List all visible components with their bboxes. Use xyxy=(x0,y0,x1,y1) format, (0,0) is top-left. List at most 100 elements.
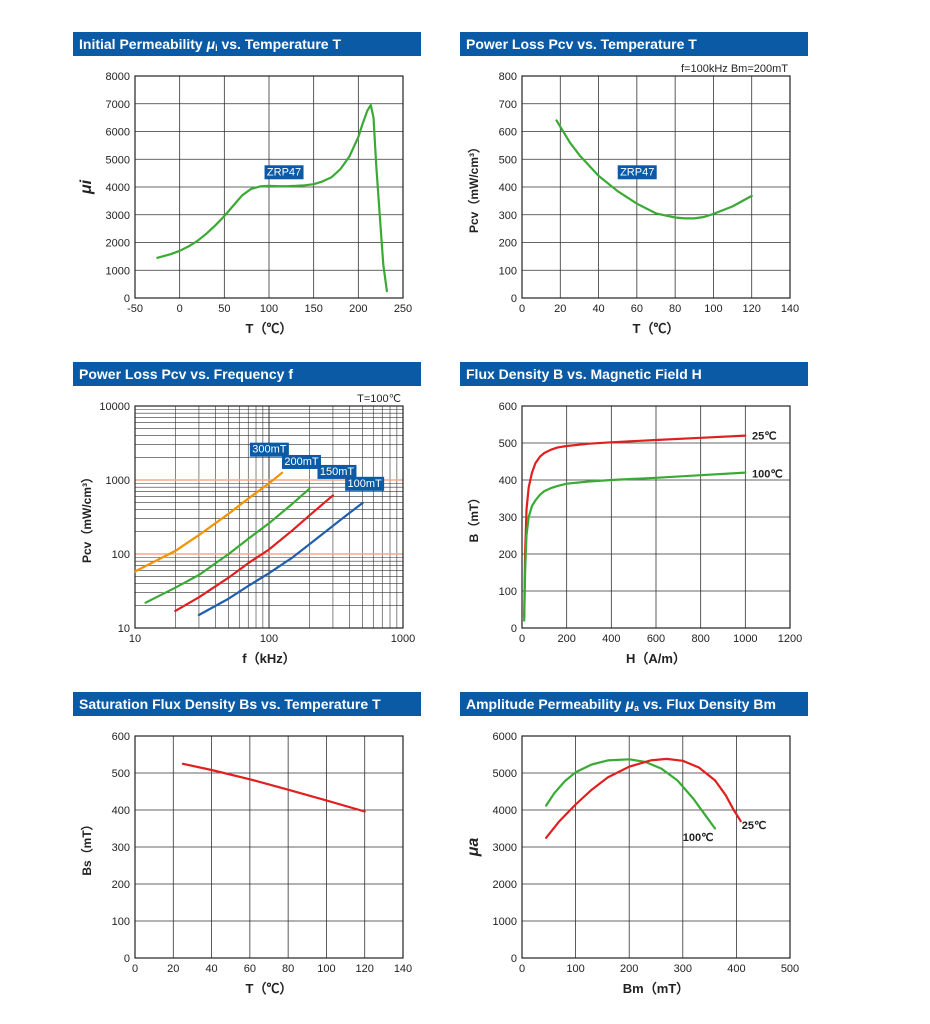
x-tick-label: 1000 xyxy=(733,633,757,645)
chart-svg: 0 20 40 60 80 100 120 140 0 100 200 300 400 500 600 T（℃… xyxy=(79,731,412,996)
title-part: Pcv xyxy=(548,36,574,52)
title-part: f xyxy=(288,366,293,382)
x-tick-label: 0 xyxy=(519,633,525,645)
annotation-box xyxy=(264,165,304,180)
series-line xyxy=(144,487,311,604)
annotation-label: 100℃ xyxy=(752,468,783,480)
x-tick-label: 400 xyxy=(727,963,745,975)
x-tick-label: 1200 xyxy=(778,633,802,645)
y-tick-label: 600 xyxy=(112,731,130,743)
title-part: μ xyxy=(625,696,634,712)
title-part: a xyxy=(633,703,639,713)
plot-frame xyxy=(521,735,791,959)
x-tick-label: 200 xyxy=(557,633,575,645)
title-part: Bs xyxy=(239,696,258,712)
y-tick-label: 100 xyxy=(499,265,517,277)
chart-panel-power-loss-frequency: Power Loss Pcv vs. Frequency f 10 100 1000… xyxy=(73,362,421,672)
x-tick-label: 100 xyxy=(317,963,335,975)
y-tick-label: 2000 xyxy=(106,238,130,250)
title-part: Flux Density xyxy=(466,366,554,382)
y-tick-label: 3000 xyxy=(493,842,517,854)
y-tick-label: 0 xyxy=(511,953,517,965)
y-tick-label: 7000 xyxy=(106,99,130,111)
series-line xyxy=(523,471,747,622)
y-tick-label: 0 xyxy=(124,953,130,965)
y-tick-label: 500 xyxy=(499,438,517,450)
y-axis-label: Pcv（mW/cm³） xyxy=(79,471,94,563)
x-tick-label: 40 xyxy=(205,963,217,975)
annotation-label: 25℃ xyxy=(752,431,777,443)
y-tick-label: 400 xyxy=(112,805,130,817)
series-line xyxy=(133,471,284,573)
chart-subtitle: f=100kHz Bm=200mT xyxy=(681,63,788,75)
x-axis-label: T（℃） xyxy=(246,981,293,996)
x-tick-label: 0 xyxy=(519,963,525,975)
y-tick-label: 600 xyxy=(499,127,517,139)
title-part: H xyxy=(691,366,702,382)
chart-title: Initial Permeability μi vs. Temperature … xyxy=(73,32,421,56)
y-tick-label: 4000 xyxy=(493,805,517,817)
grid xyxy=(134,405,404,629)
y-axis-label: Bs（mT） xyxy=(79,818,94,875)
annotation-label: 25℃ xyxy=(742,820,767,832)
title-part: T xyxy=(688,36,697,52)
series-line xyxy=(544,758,717,830)
x-tick-label: 500 xyxy=(781,963,799,975)
chart-panel-saturation-flux: Saturation Flux Density Bs vs. Temperatu… xyxy=(73,692,421,1002)
tick-labels: 0 20 40 60 80 100 120 140 0 100 200 300 400 500 600 700… xyxy=(499,71,800,315)
x-tick-label: 150 xyxy=(304,303,322,315)
series-line xyxy=(181,762,366,813)
x-tick-label: 0 xyxy=(132,963,138,975)
x-axis-label: f（kHz） xyxy=(242,651,295,666)
x-tick-label: 50 xyxy=(218,303,230,315)
tick-labels: 0 200 400 600 800 1000 1200 0 100 200 300 400 500 600 xyxy=(499,401,803,645)
plot-frame xyxy=(521,75,791,299)
annotation-box xyxy=(281,454,321,469)
annotation-label: ZRP47 xyxy=(620,166,654,178)
x-tick-label: 80 xyxy=(282,963,294,975)
title-part: Power Loss xyxy=(79,366,162,382)
x-tick-label: 60 xyxy=(631,303,643,315)
chart-panel-amplitude-permeability: Amplitude Permeability μa vs. Flux Densi… xyxy=(460,692,808,1002)
y-tick-label: 1000 xyxy=(106,265,130,277)
y-tick-label: 200 xyxy=(499,549,517,561)
title-part: B xyxy=(553,366,564,382)
chart-title: Power Loss Pcv vs. Temperature T xyxy=(460,32,808,56)
x-tick-label: 20 xyxy=(554,303,566,315)
x-tick-label: 200 xyxy=(620,963,638,975)
tick-labels: -50 0 50 100 150 200 2500100020003000400050006… xyxy=(106,71,413,315)
x-tick-label: 60 xyxy=(244,963,256,975)
y-tick-label: 100 xyxy=(499,586,517,598)
chart-title: Flux Density B vs. Magnetic Field H xyxy=(460,362,808,386)
x-tick-label: 140 xyxy=(781,303,799,315)
x-tick-label: 600 xyxy=(647,633,665,645)
title-part: vs. Temperature xyxy=(573,36,689,52)
x-tick-label: 100 xyxy=(566,963,584,975)
grid xyxy=(134,735,404,959)
grid xyxy=(521,75,791,299)
y-tick-label: 600 xyxy=(499,401,517,413)
x-axis-label: H（A/m） xyxy=(626,651,686,666)
annotation-label: 100mT xyxy=(348,478,383,490)
title-part: vs. Magnetic Field xyxy=(563,366,692,382)
title-part: vs. Temperature xyxy=(257,696,373,712)
title-part: Saturation Flux Density xyxy=(79,696,240,712)
title-part: i xyxy=(215,43,218,53)
title-part: μ xyxy=(206,36,216,52)
y-tick-label: 200 xyxy=(112,879,130,891)
title-part: T xyxy=(372,696,381,712)
y-tick-label: 300 xyxy=(112,842,130,854)
title-part: Pcv xyxy=(161,366,187,382)
y-tick-label: 3000 xyxy=(106,210,130,222)
y-tick-label: 300 xyxy=(499,512,517,524)
y-tick-label: 6000 xyxy=(106,127,130,139)
x-tick-label: 100 xyxy=(260,633,278,645)
y-tick-label: 10000 xyxy=(99,401,130,413)
title-part: vs. Frequency xyxy=(186,366,289,382)
annotation-box xyxy=(345,476,385,491)
plot-frame xyxy=(134,735,404,959)
x-tick-label: 120 xyxy=(743,303,761,315)
x-tick-label: 80 xyxy=(669,303,681,315)
x-tick-label: 120 xyxy=(356,963,374,975)
grid xyxy=(521,735,791,959)
